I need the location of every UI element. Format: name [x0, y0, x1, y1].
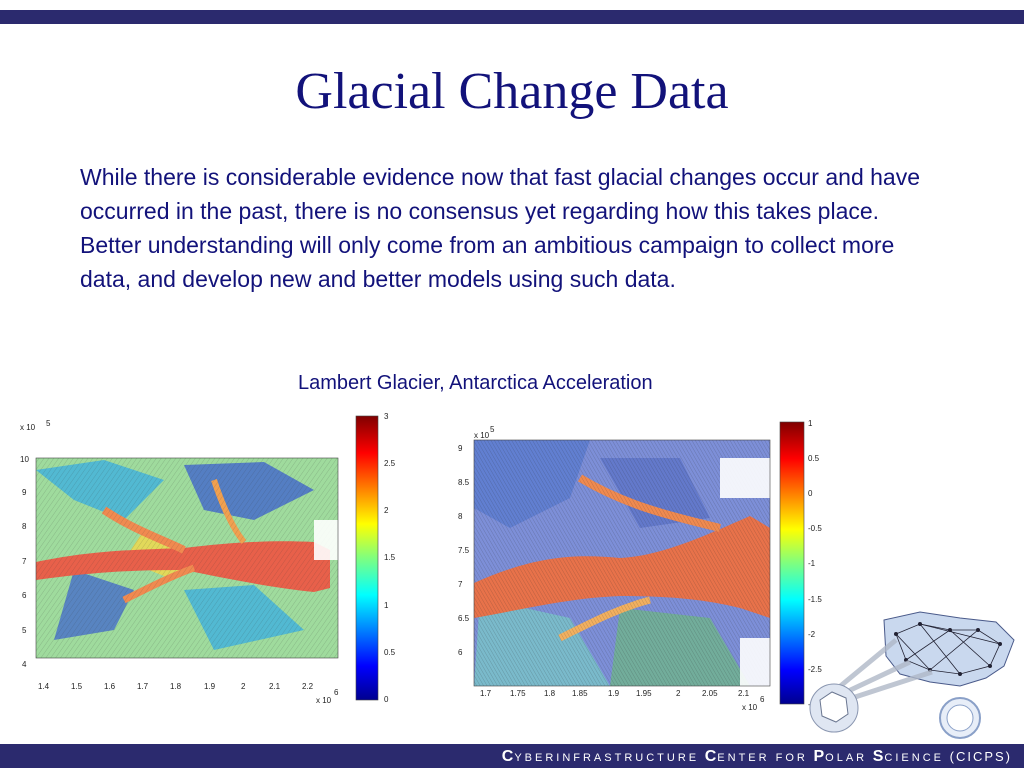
left-colorbar-ticks: 3 2.5 2 1.5 1 0.5 0: [384, 412, 396, 704]
left-x-tick: 1.6: [104, 682, 116, 691]
bottom-bar: [0, 744, 1024, 768]
left-y-tick: 8: [22, 522, 27, 531]
right-x-axis: 1.7 1.75 1.8 1.85 1.9 1.95 2 2.05 2.1 x …: [480, 689, 765, 712]
left-y-axis: x 10 5 10 9 8 7 6 5 4: [20, 419, 51, 669]
right-colorbar-tick: -1.5: [808, 595, 822, 604]
right-y-tick: 6: [458, 648, 463, 657]
left-colorbar-tick: 1.5: [384, 553, 396, 562]
right-colorbar-tick: 0: [808, 489, 813, 498]
left-y-tick: 9: [22, 488, 27, 497]
right-colorbar-tick: -1: [808, 559, 816, 568]
right-colorbar-tick: -0.5: [808, 524, 822, 533]
right-x-tick: 1.7: [480, 689, 492, 698]
left-x-tick: 1.7: [137, 682, 149, 691]
right-x-tick: 1.9: [608, 689, 620, 698]
svg-text:x 10: x 10: [316, 696, 332, 705]
right-x-tick: 1.85: [572, 689, 588, 698]
svg-text:6: 6: [760, 695, 765, 704]
left-colorbar-tick: 2.5: [384, 459, 396, 468]
left-colorbar-tick: 0.5: [384, 648, 396, 657]
right-colorbar-tick: -2: [808, 630, 816, 639]
right-colorbar-tick: 1: [808, 419, 813, 428]
right-x-tick: 1.75: [510, 689, 526, 698]
right-colorbar-tick: -2.5: [808, 665, 822, 674]
right-x-tick: 2.05: [702, 689, 718, 698]
left-x-tick: 2.1: [269, 682, 281, 691]
left-x-tick: 2.2: [302, 682, 314, 691]
left-y-tick: 5: [22, 626, 27, 635]
left-x-tick: 1.4: [38, 682, 50, 691]
left-colorbar-tick: 1: [384, 601, 389, 610]
body-paragraph: While there is considerable evidence now…: [80, 164, 920, 292]
usa-map-icon: [883, 611, 1015, 687]
right-colorbar-tick: 0.5: [808, 454, 820, 463]
figure-caption: Lambert Glacier, Antarctica Acceleration: [298, 372, 653, 394]
left-y-tick: 4: [22, 660, 27, 669]
right-heatmap-chart: x 10 5 9 8.5 8 7.5 7 6.5 6 1.7 1.75 1.8 …: [458, 419, 822, 712]
svg-text:x 10: x 10: [742, 703, 758, 712]
right-y-tick: 8.5: [458, 478, 470, 487]
left-colorbar-tick: 3: [384, 412, 389, 421]
slide-title: Glacial Change Data: [295, 63, 729, 120]
left-x-tick: 1.8: [170, 682, 182, 691]
left-colorbar-tick: 2: [384, 506, 389, 515]
top-bar: [0, 10, 1024, 24]
right-y-tick: 7.5: [458, 546, 470, 555]
right-y-tick: 8: [458, 512, 463, 521]
svg-text:x 10: x 10: [474, 431, 490, 440]
left-x-tick: 1.9: [204, 682, 216, 691]
right-y-tick: 6.5: [458, 614, 470, 623]
left-colorbar: [355, 415, 379, 701]
left-heatmap-chart: x 10 5 10 9 8 7 6 5 4 1.4 1.5 1.6 1.7 1.…: [20, 412, 396, 705]
left-colorbar-tick: 0: [384, 695, 389, 704]
svg-text:6: 6: [334, 688, 339, 697]
right-y-tick: 9: [458, 444, 463, 453]
right-x-tick: 1.95: [636, 689, 652, 698]
svg-text:5: 5: [46, 419, 51, 428]
left-y-tick: 7: [22, 557, 27, 566]
left-y-tick: 6: [22, 591, 27, 600]
right-x-tick: 2.1: [738, 689, 750, 698]
cicps-logo-graphic: [809, 611, 1015, 739]
left-y-tick: 10: [20, 455, 29, 464]
left-x-tick: 1.5: [71, 682, 83, 691]
footer-organization-name: CYBERINFRASTRUCTURE CENTER FOR POLAR SCI…: [501, 748, 1012, 765]
right-y-axis: x 10 5 9 8.5 8 7.5 7 6.5 6: [458, 425, 495, 657]
left-x-axis: 1.4 1.5 1.6 1.7 1.8 1.9 2 2.1 2.2 x 10 6: [38, 682, 339, 705]
right-x-tick: 1.8: [544, 689, 556, 698]
right-colorbar: [779, 421, 805, 705]
left-x-tick: 2: [241, 682, 246, 691]
svg-text:5: 5: [490, 425, 495, 434]
svg-text:x 10: x 10: [20, 423, 36, 432]
right-x-tick: 2: [676, 689, 681, 698]
right-y-tick: 7: [458, 580, 463, 589]
